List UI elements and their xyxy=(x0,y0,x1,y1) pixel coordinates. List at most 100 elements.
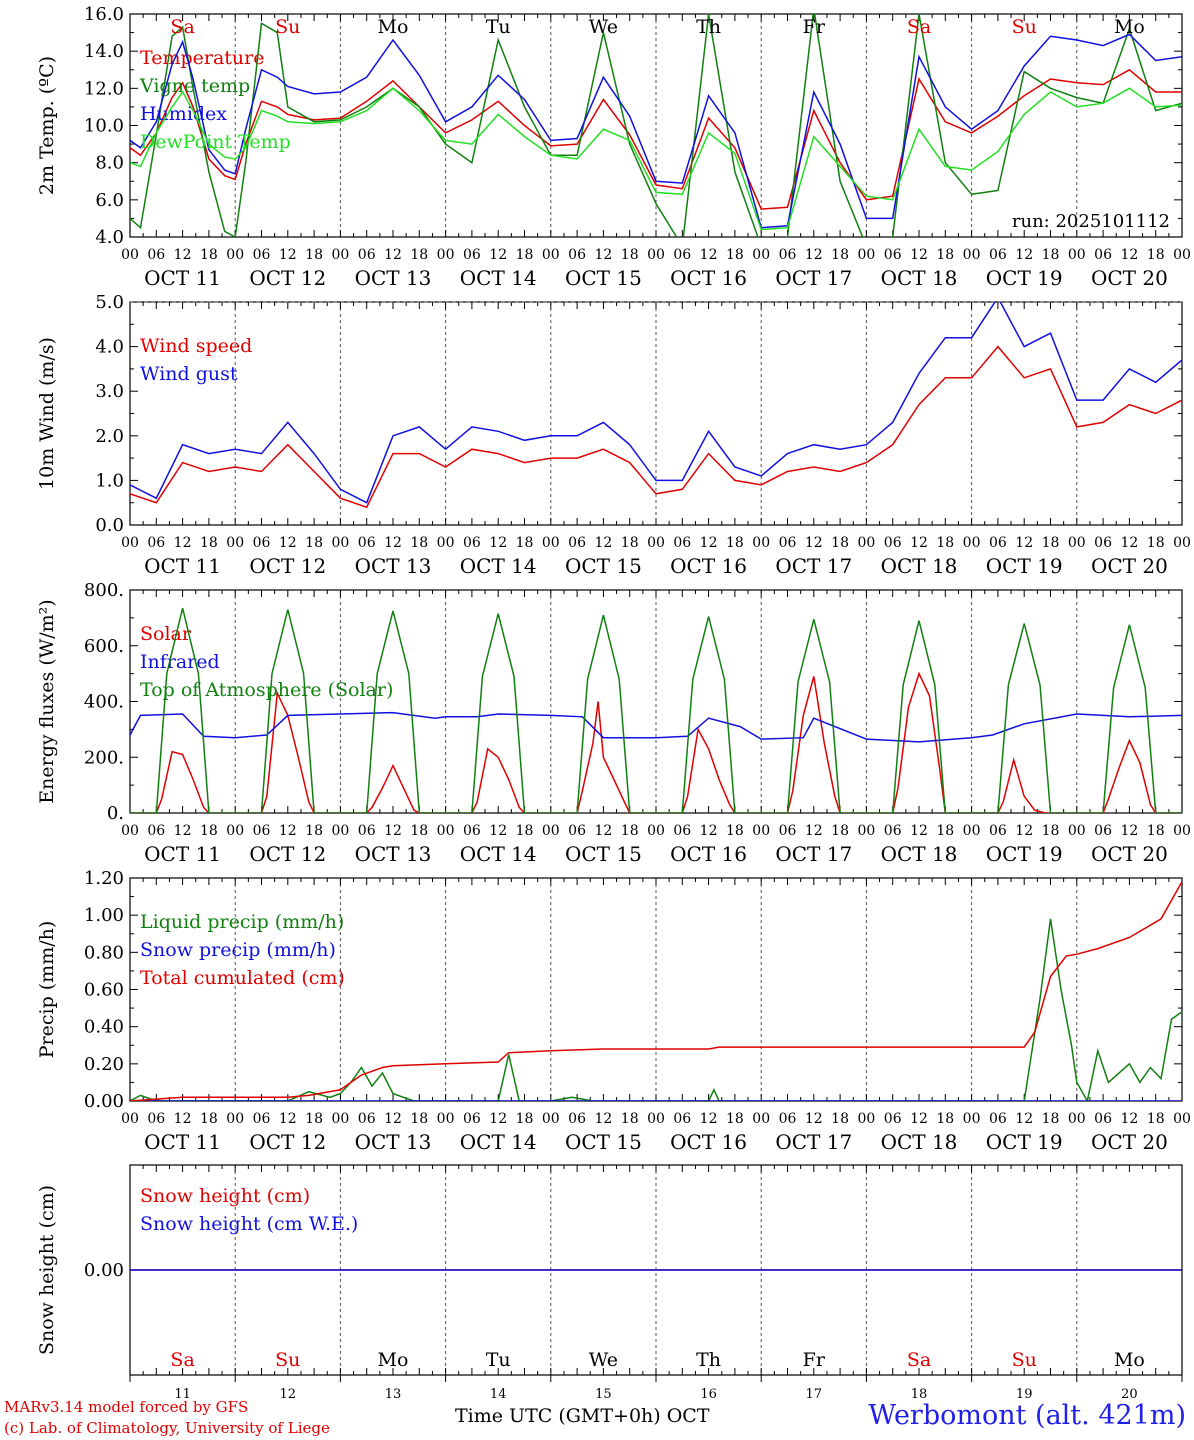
hour-tick-label: 06 xyxy=(673,1111,691,1127)
hour-tick-label: 00 xyxy=(437,535,455,551)
hour-tick-label: 00 xyxy=(331,1111,349,1127)
hour-tick-label: 00 xyxy=(647,535,665,551)
hour-tick-label: 06 xyxy=(884,535,902,551)
y-tick-label: 1.00 xyxy=(84,905,124,926)
weekday-label: Su xyxy=(1012,16,1037,38)
hour-tick-label: 00 xyxy=(121,535,139,551)
weekday-label: Fr xyxy=(803,16,826,38)
panel-3: 0. 200. 400. 600. 800. Energy fluxes (W/m²) So… xyxy=(36,580,1191,866)
hour-tick-label: 00 xyxy=(1068,247,1086,263)
panel-4: 0.00 0.20 0.40 0.60 0.80 1.00 1.20 Precip (mm/h… xyxy=(36,868,1191,1154)
date-label: OCT 13 xyxy=(355,266,432,290)
hour-tick-label: 18 xyxy=(200,823,218,839)
hour-tick-label: 00 xyxy=(226,535,244,551)
series-line xyxy=(130,607,1182,813)
y-tick-label: 5.0 xyxy=(95,292,124,313)
hour-tick-label: 12 xyxy=(174,1111,192,1127)
date-label: OCT 17 xyxy=(775,266,852,290)
y-tick-label: 0.60 xyxy=(84,980,124,1001)
y-tick-label: 600. xyxy=(84,636,124,657)
hour-tick-label: 06 xyxy=(779,1111,797,1127)
hour-tick-label: 18 xyxy=(936,247,954,263)
date-label: OCT 14 xyxy=(460,554,537,578)
hour-tick-label: 12 xyxy=(910,823,928,839)
hour-tick-label: 18 xyxy=(410,535,428,551)
hour-tick-label: 06 xyxy=(147,535,165,551)
hour-tick-label: 18 xyxy=(621,535,639,551)
hour-tick-label: 00 xyxy=(331,823,349,839)
hour-tick-label: 18 xyxy=(200,1111,218,1127)
hour-tick-label: 06 xyxy=(463,1111,481,1127)
weekday-label: Sa xyxy=(907,1349,931,1371)
hour-tick-label: 12 xyxy=(489,1111,507,1127)
day-number-label: 14 xyxy=(490,1387,507,1402)
hour-tick-label: 12 xyxy=(805,247,823,263)
hour-tick-label: 00 xyxy=(226,823,244,839)
hour-tick-label: 00 xyxy=(437,247,455,263)
y-axis-label: 10m Wind (m/s) xyxy=(36,337,58,490)
hour-tick-label: 18 xyxy=(305,535,323,551)
hour-tick-label: 18 xyxy=(1147,247,1165,263)
date-label: OCT 12 xyxy=(249,1130,326,1154)
hour-tick-label: 12 xyxy=(594,823,612,839)
day-number-label: 20 xyxy=(1121,1387,1138,1402)
date-label: OCT 20 xyxy=(1091,842,1168,866)
hour-tick-label: 12 xyxy=(700,823,718,839)
hour-tick-label: 18 xyxy=(831,247,849,263)
hour-tick-label: 06 xyxy=(358,823,376,839)
legend-entry: Infrared xyxy=(140,651,220,673)
date-label: OCT 14 xyxy=(460,266,537,290)
hour-tick-label: 12 xyxy=(1120,247,1138,263)
hour-tick-label: 18 xyxy=(1042,247,1060,263)
series-line xyxy=(130,14,1182,237)
hour-tick-label: 18 xyxy=(936,1111,954,1127)
weekday-label: Sa xyxy=(907,16,931,38)
weekday-label: Th xyxy=(696,16,721,38)
legend-entry: Temperature xyxy=(140,47,264,69)
day-number-label: 16 xyxy=(700,1387,717,1402)
hour-tick-label: 12 xyxy=(1120,823,1138,839)
y-tick-label: 6.0 xyxy=(95,190,124,211)
series-line xyxy=(130,345,1182,509)
weekday-label: Mo xyxy=(378,16,409,38)
hour-tick-label: 00 xyxy=(963,1111,981,1127)
hour-tick-label: 12 xyxy=(910,1111,928,1127)
hour-tick-label: 00 xyxy=(542,247,560,263)
legend-entry: Humidex xyxy=(140,103,227,125)
hour-tick-label: 12 xyxy=(279,1111,297,1127)
y-tick-label: 0.0 xyxy=(95,515,124,536)
series-line xyxy=(130,881,1182,1101)
hour-tick-label: 12 xyxy=(384,535,402,551)
hour-tick-label: 06 xyxy=(673,535,691,551)
date-label: OCT 11 xyxy=(144,554,221,578)
hour-tick-label: 12 xyxy=(384,1111,402,1127)
date-label: OCT 18 xyxy=(881,1130,958,1154)
y-tick-label: 16.0 xyxy=(84,4,124,25)
date-label: OCT 14 xyxy=(460,842,537,866)
hour-tick-label: 12 xyxy=(700,535,718,551)
legend-entry: Total cumulated (cm) xyxy=(140,967,345,989)
hour-tick-label: 12 xyxy=(1015,823,1033,839)
hour-tick-label: 00 xyxy=(1068,1111,1086,1127)
hour-tick-label: 00 xyxy=(331,247,349,263)
hour-tick-label: 00 xyxy=(121,247,139,263)
series-line xyxy=(130,68,1182,210)
hour-tick-label: 12 xyxy=(1015,535,1033,551)
date-label: OCT 19 xyxy=(986,554,1063,578)
hour-tick-label: 18 xyxy=(726,535,744,551)
date-label: OCT 15 xyxy=(565,554,642,578)
y-tick-label: 10.0 xyxy=(84,116,124,137)
y-tick-label: 400. xyxy=(84,692,124,713)
hour-tick-label: 18 xyxy=(200,535,218,551)
y-tick-label: 200. xyxy=(84,747,124,768)
series-line xyxy=(130,87,1182,231)
y-axis-label: 2m Temp. (ºC) xyxy=(36,56,58,195)
hour-tick-label: 18 xyxy=(831,823,849,839)
hour-tick-label: 00 xyxy=(1173,1111,1191,1127)
hour-tick-label: 12 xyxy=(1120,535,1138,551)
hour-tick-label: 18 xyxy=(1147,1111,1165,1127)
date-label: OCT 12 xyxy=(249,266,326,290)
hour-tick-label: 18 xyxy=(1042,1111,1060,1127)
weekday-label: Su xyxy=(1012,1349,1037,1371)
